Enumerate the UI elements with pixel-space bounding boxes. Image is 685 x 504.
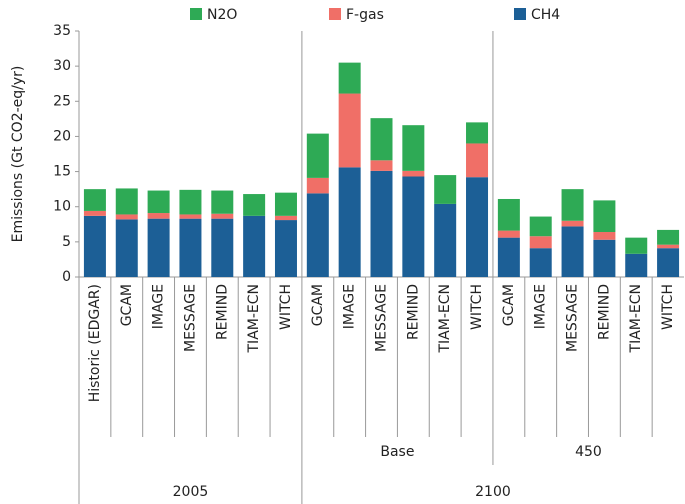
bar-segment xyxy=(593,232,616,240)
bar-segment xyxy=(115,219,138,277)
bar-segment xyxy=(370,170,393,277)
scenario-label: Base xyxy=(380,444,414,460)
x-tick-label: GCAM xyxy=(310,284,326,326)
x-tick-label: GCAM xyxy=(501,284,517,326)
bar-segment xyxy=(115,188,138,215)
bar-segment xyxy=(115,214,138,220)
bar-segment xyxy=(625,237,648,254)
bar-segment xyxy=(497,237,520,277)
bar-segment xyxy=(529,216,552,237)
bar-segment xyxy=(466,143,489,178)
bar-segment xyxy=(211,218,234,277)
bar-segment xyxy=(593,200,616,233)
legend-label: F-gas xyxy=(346,7,384,23)
bar-segment xyxy=(402,125,425,171)
bar-segment xyxy=(402,176,425,277)
x-tick-label: IMAGE xyxy=(151,284,167,329)
bar-segment xyxy=(147,218,170,277)
y-tick-label: 0 xyxy=(62,269,71,285)
y-tick-label: 30 xyxy=(53,58,71,74)
bar-segment xyxy=(561,220,584,227)
bar-segment xyxy=(147,213,170,219)
bar-segment xyxy=(402,170,425,177)
bar-segment xyxy=(561,189,584,221)
x-tick-label: WITCH xyxy=(660,284,676,330)
legend-swatch xyxy=(329,8,341,20)
bar-segment xyxy=(179,214,202,219)
bar-segment xyxy=(466,177,489,277)
x-tick-label: MESSAGE xyxy=(182,284,198,352)
bar-segment xyxy=(657,244,680,249)
bar-segment xyxy=(306,177,329,194)
bar-segment xyxy=(657,248,680,277)
x-tick-label: WITCH xyxy=(278,284,294,330)
x-tick-label: REMIND xyxy=(214,284,230,340)
bar-segment xyxy=(274,215,297,221)
y-tick-label: 35 xyxy=(53,23,71,39)
bar-segment xyxy=(370,118,393,161)
bar-segment xyxy=(83,210,106,216)
legend-swatch xyxy=(190,8,202,20)
bar-segment xyxy=(211,190,234,214)
bar-segment xyxy=(338,93,361,168)
y-axis-label: Emissions (Gt CO2-eq/yr) xyxy=(10,66,26,243)
x-tick-label: TIAM-ECN xyxy=(246,284,262,353)
bar-segment xyxy=(657,229,680,245)
legend-label: N2O xyxy=(207,7,237,23)
x-tick-label: REMIND xyxy=(596,284,612,340)
bar-segment xyxy=(529,236,552,249)
y-tick-label: 10 xyxy=(53,199,71,215)
bar-segment xyxy=(466,122,489,144)
bar-segment xyxy=(338,62,361,94)
bar-segment xyxy=(434,203,457,277)
bar-segment xyxy=(274,220,297,277)
x-tick-label: TIAM-ECN xyxy=(437,284,453,353)
bar-segment xyxy=(306,133,329,178)
bar-segment xyxy=(179,218,202,277)
bar-segment xyxy=(243,215,266,277)
x-tick-label: TIAM-ECN xyxy=(628,284,644,353)
bar-segment xyxy=(306,193,329,277)
y-tick-label: 5 xyxy=(62,234,71,250)
bar-segment xyxy=(529,248,552,277)
bar-segment xyxy=(147,190,170,214)
bar-segment xyxy=(83,215,106,277)
bar-segment xyxy=(211,213,234,219)
bar-segment xyxy=(338,167,361,277)
x-tick-label: IMAGE xyxy=(342,284,358,329)
x-tick-label: REMIND xyxy=(405,284,421,340)
bar-segment xyxy=(434,175,457,204)
bar-segment xyxy=(370,160,393,171)
scenario-label: 450 xyxy=(575,444,602,460)
bar-segment xyxy=(274,192,297,216)
bar-segment xyxy=(243,194,266,216)
y-tick-label: 25 xyxy=(53,93,71,109)
bar-segment xyxy=(625,253,648,277)
year-label: 2005 xyxy=(173,484,209,500)
y-tick-label: 15 xyxy=(53,164,71,180)
x-tick-label: GCAM xyxy=(119,284,135,326)
x-tick-label: WITCH xyxy=(469,284,485,330)
y-tick-label: 20 xyxy=(53,128,71,144)
legend-swatch xyxy=(514,8,526,20)
bar-segment xyxy=(497,230,520,238)
bar-segment xyxy=(593,239,616,277)
x-tick-label: MESSAGE xyxy=(374,284,390,352)
bar-segment xyxy=(497,198,520,231)
legend-label: CH4 xyxy=(531,7,560,23)
year-label: 2100 xyxy=(475,484,511,500)
bar-segment xyxy=(561,226,584,277)
x-tick-label: IMAGE xyxy=(533,284,549,329)
bar-segment xyxy=(83,189,106,211)
x-tick-label: Historic (EDGAR) xyxy=(87,284,103,402)
x-tick-label: MESSAGE xyxy=(565,284,581,352)
bar-segment xyxy=(179,189,202,215)
